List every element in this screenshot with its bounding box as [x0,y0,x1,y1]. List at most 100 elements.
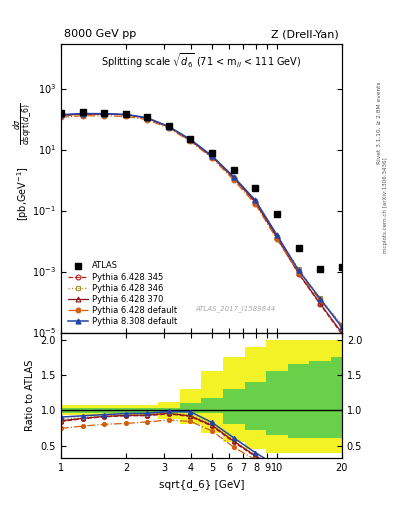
Pythia 6.428 370 [101,111,106,117]
Line: Pythia 6.428 default: Pythia 6.428 default [59,113,344,327]
Pythia 6.428 345 [339,331,344,337]
Pythia 8.308 default [210,153,215,159]
Pythia 6.428 345 [145,115,150,121]
Text: $\frac{d\sigma}{d\mathrm{sqrt}(d\_6)}$: $\frac{d\sigma}{d\mathrm{sqrt}(d\_6)}$ [11,103,35,145]
Pythia 6.428 370 [188,137,193,143]
Pythia 6.428 346 [59,112,63,118]
Line: Pythia 6.428 346: Pythia 6.428 346 [59,112,344,327]
Pythia 8.308 default [275,232,279,238]
Pythia 6.428 default [275,236,279,242]
Pythia 6.428 345 [167,124,171,130]
Pythia 6.428 346 [275,233,279,240]
Pythia 6.428 345 [318,301,322,307]
Pythia 8.308 default [318,295,322,302]
Pythia 6.428 370 [145,115,150,121]
Line: Pythia 6.428 370: Pythia 6.428 370 [59,112,344,335]
Pythia 6.428 345 [123,112,128,118]
Pythia 6.428 345 [253,199,258,205]
Pythia 6.428 370 [231,175,236,181]
ATLAS [231,167,236,174]
Pythia 6.428 default [339,322,344,328]
Legend: ATLAS, Pythia 6.428 345, Pythia 6.428 346, Pythia 6.428 370, Pythia 6.428 defaul: ATLAS, Pythia 6.428 345, Pythia 6.428 34… [65,259,180,328]
Pythia 6.428 370 [253,199,258,205]
Pythia 6.428 346 [210,153,215,159]
Text: [pb,GeV$^{-1}$]: [pb,GeV$^{-1}$] [15,166,31,221]
Y-axis label: Ratio to ATLAS: Ratio to ATLAS [25,360,35,431]
Pythia 6.428 default [188,138,193,144]
Pythia 6.428 default [59,114,63,120]
Pythia 6.428 370 [339,330,344,336]
ATLAS [59,110,63,116]
ATLAS [80,110,85,116]
Pythia 6.428 346 [253,198,258,204]
Line: ATLAS: ATLAS [58,110,345,272]
Pythia 6.428 346 [318,295,322,301]
X-axis label: sqrt{d_6} [GeV]: sqrt{d_6} [GeV] [159,479,244,489]
Text: Z (Drell-Yan): Z (Drell-Yan) [271,29,339,39]
Pythia 6.428 370 [210,154,215,160]
Pythia 6.428 370 [123,112,128,118]
ATLAS [318,266,322,272]
Pythia 6.428 346 [231,175,236,181]
Pythia 6.428 346 [167,124,171,130]
Pythia 6.428 346 [80,111,85,117]
Text: mcplots.cern.ch [arXiv:1306.3436]: mcplots.cern.ch [arXiv:1306.3436] [384,157,388,252]
Line: Pythia 8.308 default: Pythia 8.308 default [59,111,344,330]
Pythia 6.428 345 [101,111,106,117]
ATLAS [275,211,279,218]
Pythia 8.308 default [123,111,128,117]
Text: 8000 GeV pp: 8000 GeV pp [64,29,136,39]
Pythia 6.428 345 [275,234,279,241]
Pythia 6.428 default [101,113,106,119]
ATLAS [101,110,106,116]
Pythia 6.428 345 [188,137,193,143]
Pythia 6.428 default [145,117,150,123]
Pythia 6.428 346 [296,266,301,272]
Pythia 6.428 370 [59,112,63,118]
Pythia 8.308 default [253,197,258,203]
Pythia 6.428 370 [275,234,279,240]
ATLAS [339,264,344,270]
Pythia 6.428 345 [80,111,85,117]
Pythia 6.428 default [210,155,215,161]
Pythia 6.428 default [253,201,258,207]
Pythia 6.428 346 [145,115,150,121]
ATLAS [296,245,301,251]
Text: ATLAS_2017_I1589844: ATLAS_2017_I1589844 [195,306,275,312]
Pythia 8.308 default [101,111,106,117]
ATLAS [123,111,128,117]
Text: Rivet 3.1.10, ≥ 2.8M events: Rivet 3.1.10, ≥ 2.8M events [377,81,382,164]
Pythia 8.308 default [167,123,171,130]
Pythia 6.428 default [296,270,301,276]
Line: Pythia 6.428 345: Pythia 6.428 345 [59,112,344,336]
Pythia 6.428 default [123,113,128,119]
Pythia 6.428 346 [188,137,193,143]
Pythia 8.308 default [296,267,301,273]
Pythia 8.308 default [59,112,63,118]
Pythia 6.428 346 [123,112,128,118]
Text: Splitting scale $\sqrt{d_6}$ (71 < m$_{ll}$ < 111 GeV): Splitting scale $\sqrt{d_6}$ (71 < m$_{l… [101,51,302,70]
Pythia 6.428 345 [296,271,301,277]
Pythia 6.428 345 [59,113,63,119]
Pythia 6.428 370 [318,301,322,307]
Pythia 6.428 370 [80,111,85,117]
Pythia 6.428 default [167,125,171,131]
Pythia 8.308 default [188,136,193,142]
Pythia 8.308 default [80,111,85,117]
Pythia 6.428 345 [231,175,236,181]
Pythia 6.428 346 [339,322,344,328]
Pythia 6.428 346 [101,111,106,117]
ATLAS [145,114,150,120]
Pythia 6.428 default [231,177,236,183]
Pythia 6.428 370 [167,124,171,130]
ATLAS [210,151,215,157]
ATLAS [188,136,193,142]
Pythia 8.308 default [231,174,236,180]
ATLAS [167,123,171,130]
ATLAS [253,185,258,191]
Pythia 6.428 default [80,113,85,119]
Pythia 6.428 370 [296,270,301,276]
Pythia 6.428 default [318,297,322,303]
Pythia 6.428 345 [210,154,215,160]
Pythia 8.308 default [145,115,150,121]
